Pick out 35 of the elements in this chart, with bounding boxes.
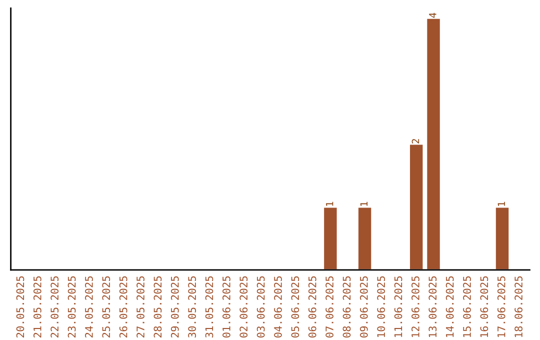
data-label: 1 bbox=[498, 202, 505, 206]
x-tick-label: 02.06.2025 bbox=[240, 276, 248, 338]
data-label: 1 bbox=[326, 202, 334, 206]
x-tick-label: 31.05.2025 bbox=[205, 276, 214, 338]
x-tick-label: 05.06.2025 bbox=[291, 276, 300, 338]
data-label: 2 bbox=[412, 139, 420, 144]
x-tick-label: 26.05.2025 bbox=[119, 276, 128, 338]
x-tick-label: 03.06.2025 bbox=[256, 276, 265, 338]
x-tick-label: 12.06.2025 bbox=[412, 276, 420, 337]
x-tick-label: 01.06.2025 bbox=[222, 276, 230, 338]
x-tick-label: 22.05.2025 bbox=[50, 276, 59, 338]
x-tick-label: 24.05.2025 bbox=[85, 276, 93, 338]
x-tick-label: 20.05.2025 bbox=[16, 276, 24, 338]
x-tick-label: 13.06.2025 bbox=[428, 276, 437, 337]
x-tick-label: 28.05.2025 bbox=[154, 276, 162, 338]
data-label: 4 bbox=[429, 12, 436, 18]
x-tick-label: 14.06.2025 bbox=[446, 276, 454, 337]
x-tick-label: 15.06.2025 bbox=[463, 276, 471, 337]
x-tick-label: 17.06.2025 bbox=[497, 276, 506, 337]
x-tick-label: 10.06.2025 bbox=[377, 276, 386, 337]
x-tick-label: 11.06.2025 bbox=[394, 276, 402, 337]
x-tick-label: 07.06.2025 bbox=[326, 276, 334, 338]
x-tick-label: 09.06.2025 bbox=[360, 276, 368, 338]
x-tick-label: 06.06.2025 bbox=[308, 276, 316, 338]
x-tick-label: 18.06.2025 bbox=[514, 276, 522, 337]
x-tick-label: 25.05.2025 bbox=[102, 276, 110, 338]
data-label: 1 bbox=[360, 202, 368, 206]
x-tick-label: 04.06.2025 bbox=[274, 276, 282, 338]
x-tick-label: 23.05.2025 bbox=[68, 276, 76, 338]
x-tick-label: 29.05.2025 bbox=[170, 276, 179, 338]
x-tick-label: 16.06.2025 bbox=[480, 276, 488, 337]
x-tick-label: 27.05.2025 bbox=[136, 276, 144, 338]
x-tick-label: 21.05.2025 bbox=[33, 276, 42, 338]
x-tick-label: 08.06.2025 bbox=[342, 276, 351, 338]
x-tick-label: 30.05.2025 bbox=[188, 276, 196, 338]
